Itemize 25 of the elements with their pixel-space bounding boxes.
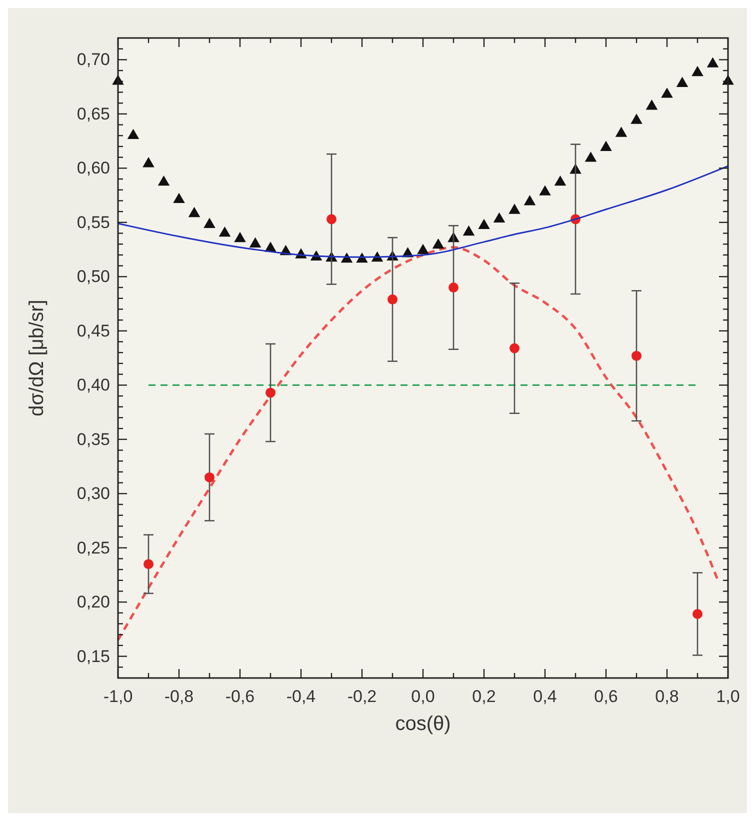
y-tick-label: 0,55: [76, 212, 110, 232]
x-tick-label: 1,0: [716, 687, 740, 706]
x-tick-label: 0,0: [411, 687, 435, 706]
x-tick-label: -0,2: [347, 687, 377, 706]
x-tick-label: -1,0: [103, 687, 133, 706]
y-tick-label: 0,65: [76, 104, 110, 124]
y-tick-label: 0,25: [76, 538, 110, 558]
y-tick-label: 0,20: [76, 592, 110, 612]
y-axis-title: dσ/dΩ [μb/sr]: [26, 300, 48, 416]
y-tick-label: 0,30: [76, 484, 110, 504]
y-tick-label: 0,15: [76, 646, 110, 666]
y-tick-label: 0,35: [76, 430, 110, 449]
y-tick-label: 0,40: [76, 376, 110, 395]
x-axis-title: cos(θ): [395, 713, 451, 735]
x-tick-label: -0,6: [225, 687, 255, 706]
y-tick-label: 0,60: [76, 158, 110, 178]
x-tick-label: 0,4: [533, 687, 557, 706]
x-tick-label: 0,6: [594, 687, 618, 706]
y-tick-label: 0,45: [76, 321, 110, 340]
x-tick-label: 0,8: [655, 687, 679, 706]
x-tick-label: -0,4: [286, 687, 316, 706]
y-tick-label: 0,50: [76, 267, 110, 286]
x-tick-label: 0,2: [472, 687, 496, 706]
x-tick-label: -0,8: [164, 687, 194, 706]
y-tick-label: 0,70: [76, 50, 110, 70]
